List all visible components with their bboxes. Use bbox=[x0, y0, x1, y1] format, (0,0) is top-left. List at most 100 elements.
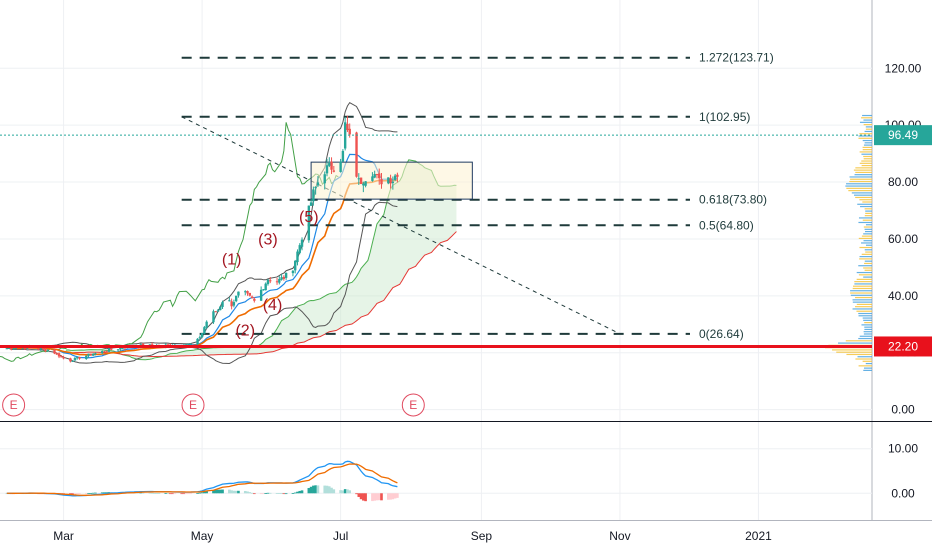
candle-body bbox=[253, 298, 256, 301]
candle-body bbox=[234, 295, 238, 302]
macd-histogram-bar bbox=[187, 493, 190, 495]
earnings-marker-label: E bbox=[189, 398, 197, 412]
candle-body bbox=[71, 360, 74, 362]
candle-body bbox=[100, 351, 104, 354]
candle-body bbox=[94, 353, 97, 355]
candle-body bbox=[278, 278, 281, 283]
candle-body bbox=[323, 174, 326, 184]
volume-profile-bar bbox=[861, 153, 872, 155]
macd-histogram-bar bbox=[5, 493, 9, 495]
volume-profile-bar bbox=[863, 331, 872, 333]
macd-histogram-bar bbox=[396, 493, 399, 498]
macd-histogram-bar bbox=[166, 493, 170, 495]
macd-histogram-bar bbox=[268, 492, 272, 494]
macd-histogram-bar bbox=[343, 489, 347, 494]
macd-histogram-bar bbox=[280, 493, 283, 494]
volume-profile-bar bbox=[858, 221, 872, 224]
volume-profile-bar bbox=[862, 114, 872, 117]
candle-body bbox=[307, 205, 311, 241]
candle-body bbox=[203, 327, 206, 334]
candle-body bbox=[346, 123, 349, 131]
volume-profile-bar bbox=[864, 322, 872, 324]
volume-profile-bar bbox=[863, 240, 872, 242]
support-line bbox=[0, 134, 872, 348]
earnings-marker[interactable] bbox=[181, 393, 205, 417]
macd-histogram-bar bbox=[171, 493, 174, 495]
earnings-marker[interactable] bbox=[2, 393, 26, 417]
macd-histogram-bar bbox=[205, 491, 208, 494]
macd-histogram-bar bbox=[391, 493, 395, 500]
candle-body bbox=[325, 165, 329, 174]
volume-profile-bar bbox=[849, 176, 872, 178]
wave-label: (2) bbox=[235, 323, 255, 340]
fibonacci-levels: 1.272(123.71) 1(102.95) 0.618(73.80) 0.5(64… bbox=[181, 51, 774, 341]
volume-profile-bar bbox=[863, 267, 872, 269]
volume-profile-bar bbox=[861, 164, 872, 167]
last-price-badge bbox=[874, 125, 932, 146]
candle-body bbox=[87, 353, 90, 356]
volume-profile-bar bbox=[865, 210, 872, 212]
volume-profile-bar bbox=[863, 333, 872, 335]
macd-histogram-bar bbox=[218, 489, 222, 494]
consolidation-box bbox=[310, 161, 473, 200]
candle-body bbox=[166, 344, 170, 346]
macd-histogram-bar bbox=[216, 489, 220, 494]
macd-histogram-bar bbox=[237, 490, 240, 494]
volume-profile-bar bbox=[862, 149, 872, 151]
volume-profile-bar bbox=[858, 265, 872, 267]
macd-histogram-bar bbox=[393, 493, 397, 499]
candle-body bbox=[296, 251, 299, 263]
volume-profile-bar bbox=[864, 260, 872, 262]
macd-histogram-bar bbox=[357, 493, 361, 497]
time-tick-label: Sep bbox=[471, 529, 493, 543]
earnings-marker[interactable] bbox=[401, 393, 425, 417]
macd-histogram-bar bbox=[89, 493, 93, 494]
candle-body bbox=[264, 283, 267, 291]
time-tick-label: 2021 bbox=[745, 529, 772, 543]
macd-histogram-bar bbox=[246, 491, 249, 494]
candle-body bbox=[357, 178, 360, 180]
candle-body bbox=[55, 353, 58, 355]
volume-profile-bar bbox=[861, 235, 872, 237]
volume-profile-bar bbox=[863, 226, 872, 228]
candle-body bbox=[389, 178, 392, 184]
earnings-marker-label: E bbox=[10, 398, 18, 412]
price-tick-label: 40.00 bbox=[888, 289, 918, 303]
volume-profile-bar bbox=[854, 281, 872, 283]
candle-body bbox=[316, 182, 320, 186]
candle-body bbox=[196, 338, 199, 345]
volume-profile-bar bbox=[850, 290, 872, 292]
volume-profile-bar bbox=[863, 158, 872, 160]
volume-profile-bar bbox=[864, 262, 872, 265]
candle-body bbox=[69, 358, 72, 362]
macd-histogram-bar bbox=[332, 489, 336, 494]
candle-body bbox=[89, 353, 93, 356]
candle-body bbox=[123, 348, 127, 350]
volume-profile-bar bbox=[865, 244, 872, 246]
elliott-wave-labels: (1) (2) (3) (4) (5) bbox=[222, 209, 319, 340]
candle-body bbox=[291, 270, 295, 274]
support-price-badge bbox=[874, 336, 932, 357]
wave-label: (4) bbox=[263, 297, 283, 314]
macd-histogram-bar bbox=[309, 486, 313, 494]
volume-profile-bar bbox=[856, 310, 872, 312]
volume-profile-bar bbox=[854, 194, 872, 196]
candle-body bbox=[205, 321, 208, 328]
candle-body bbox=[314, 186, 317, 189]
cloud-fill bbox=[65, 159, 457, 360]
volume-profile-bar bbox=[858, 135, 872, 137]
candle-body bbox=[57, 353, 61, 357]
volume-profile-bar bbox=[862, 317, 872, 319]
volume-profile-bar bbox=[864, 328, 872, 331]
moving-average-slow bbox=[6, 179, 398, 356]
macd-histogram-bar bbox=[232, 490, 236, 494]
bollinger-lower bbox=[6, 201, 398, 365]
volume-profile-bar bbox=[863, 124, 872, 126]
candle-body bbox=[221, 302, 224, 307]
fib-level-label: 1(102.95) bbox=[699, 110, 750, 124]
volume-profile-bar bbox=[859, 246, 872, 249]
candle-body bbox=[62, 357, 65, 359]
macd-histogram-bar bbox=[362, 493, 365, 501]
macd-histogram-bar bbox=[375, 493, 379, 501]
